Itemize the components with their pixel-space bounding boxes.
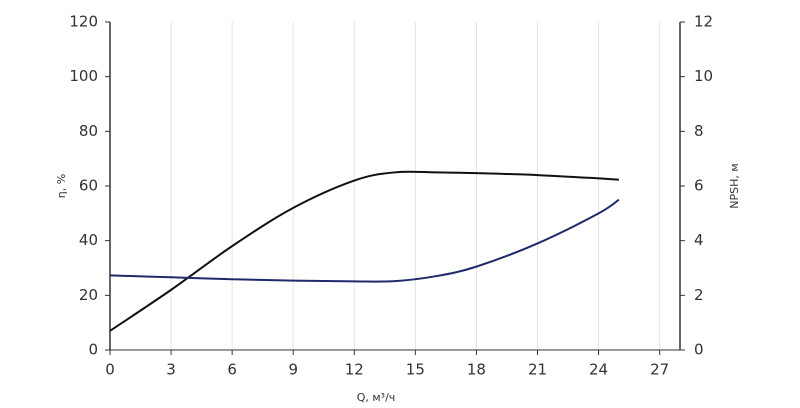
y2-tick-label: 6 [694,177,704,195]
y-tick-label: 20 [79,286,98,304]
x-axis-label: Q, м³/ч [357,391,396,404]
series-line [109,198,620,283]
y-tick-label: 80 [79,122,98,140]
x-tick-label: 0 [105,361,115,379]
x-tick-label: 9 [288,361,298,379]
x-tick-label: 21 [528,361,547,379]
y2-tick-label: 4 [694,231,704,249]
y2-tick-label: 2 [694,286,704,304]
y2-tick-label: 12 [694,13,713,31]
y-tick-label: 120 [69,13,98,31]
x-tick-label: 12 [345,361,364,379]
y-axis-label: η, % [55,174,68,198]
x-tick-label: 15 [406,361,425,379]
x-tick-label: 18 [467,361,486,379]
y-tick-label: 40 [79,231,98,249]
series-line [109,170,619,332]
y-tick-label: 100 [69,67,98,85]
x-tick-label: 3 [166,361,176,379]
y2-tick-label: 8 [694,122,704,140]
y2-axis-label: NPSH, м [728,163,741,208]
x-tick-label: 27 [650,361,669,379]
y-tick-label: 0 [88,341,98,359]
y2-tick-label: 0 [694,341,704,359]
x-tick-label: 6 [227,361,237,379]
y-tick-label: 60 [79,177,98,195]
x-tick-label: 24 [589,361,608,379]
y2-tick-label: 10 [694,67,713,85]
